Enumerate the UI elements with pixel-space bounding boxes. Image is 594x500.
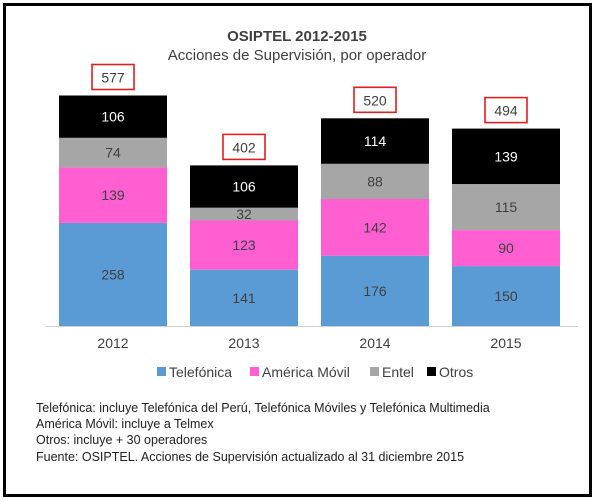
bar-segment: [190, 269, 298, 326]
footnote-source: Fuente: OSIPTEL. Acciones de Supervisión…: [36, 449, 465, 464]
legend-swatch: [250, 367, 259, 376]
data-label: 123: [232, 237, 256, 253]
chart-title: OSIPTEL 2012-2015: [227, 28, 367, 45]
footnote-telefonica: Telefónica: incluye Telefónica del Perú,…: [36, 401, 490, 415]
data-label: 258: [101, 267, 125, 283]
total-box: [91, 63, 135, 91]
total-box: [353, 86, 397, 114]
data-label: 32: [236, 206, 252, 222]
legend-label: América Móvil: [262, 364, 350, 380]
data-label: 88: [367, 173, 383, 189]
bar-segment: [452, 266, 560, 326]
bar-segment: [190, 165, 298, 208]
x-tick-label: 2015: [490, 335, 521, 351]
legend-swatch: [157, 367, 166, 376]
x-tick-label: 2012: [97, 335, 128, 351]
bar-segment: [452, 230, 560, 267]
data-label: 114: [364, 133, 387, 149]
bar-segment: [59, 95, 167, 138]
data-label: 115: [495, 199, 518, 215]
data-label: 176: [363, 283, 387, 299]
data-label: 142: [363, 219, 387, 235]
footnotes: Telefónica: incluye Telefónica del Perú,…: [36, 400, 490, 465]
total-label: 494: [494, 103, 518, 119]
data-label: 106: [101, 109, 125, 125]
bar-segment: [321, 255, 429, 326]
total-box: [222, 133, 266, 161]
data-label: 106: [232, 179, 256, 195]
bar-segment: [190, 207, 298, 221]
data-label: 139: [101, 187, 125, 203]
data-label: 150: [494, 288, 518, 304]
bar-segment: [59, 167, 167, 223]
bar-segment: [59, 137, 167, 168]
bar-segment: [452, 184, 560, 231]
chart-subtitle: Acciones de Supervisión, por operador: [167, 47, 427, 64]
data-label: 141: [232, 290, 256, 306]
footnote-america-movil: América Móvil: incluye a Telmex: [36, 417, 214, 432]
footnote-otros: Otros: incluye + 30 operadores: [36, 433, 208, 448]
bar-segment: [321, 118, 429, 164]
total-label: 577: [101, 70, 125, 86]
total-box: [484, 96, 528, 124]
x-tick-label: 2013: [228, 335, 259, 351]
legend-swatch: [427, 367, 436, 376]
legend-label: Entel: [382, 364, 414, 380]
bar-segment: [190, 220, 298, 270]
legend-label: Otros: [439, 364, 473, 380]
bar-segment: [59, 222, 167, 326]
total-label: 402: [232, 139, 256, 155]
x-tick-label: 2014: [359, 335, 390, 351]
bar-segment: [321, 163, 429, 199]
data-label: 74: [105, 145, 121, 161]
legend-label: Telefónica: [169, 364, 232, 380]
bar-segment: [321, 199, 429, 256]
total-label: 520: [363, 92, 387, 108]
bar-segment: [452, 128, 560, 185]
legend-swatch: [370, 367, 379, 376]
data-label: 139: [494, 148, 518, 164]
data-label: 90: [498, 240, 514, 256]
